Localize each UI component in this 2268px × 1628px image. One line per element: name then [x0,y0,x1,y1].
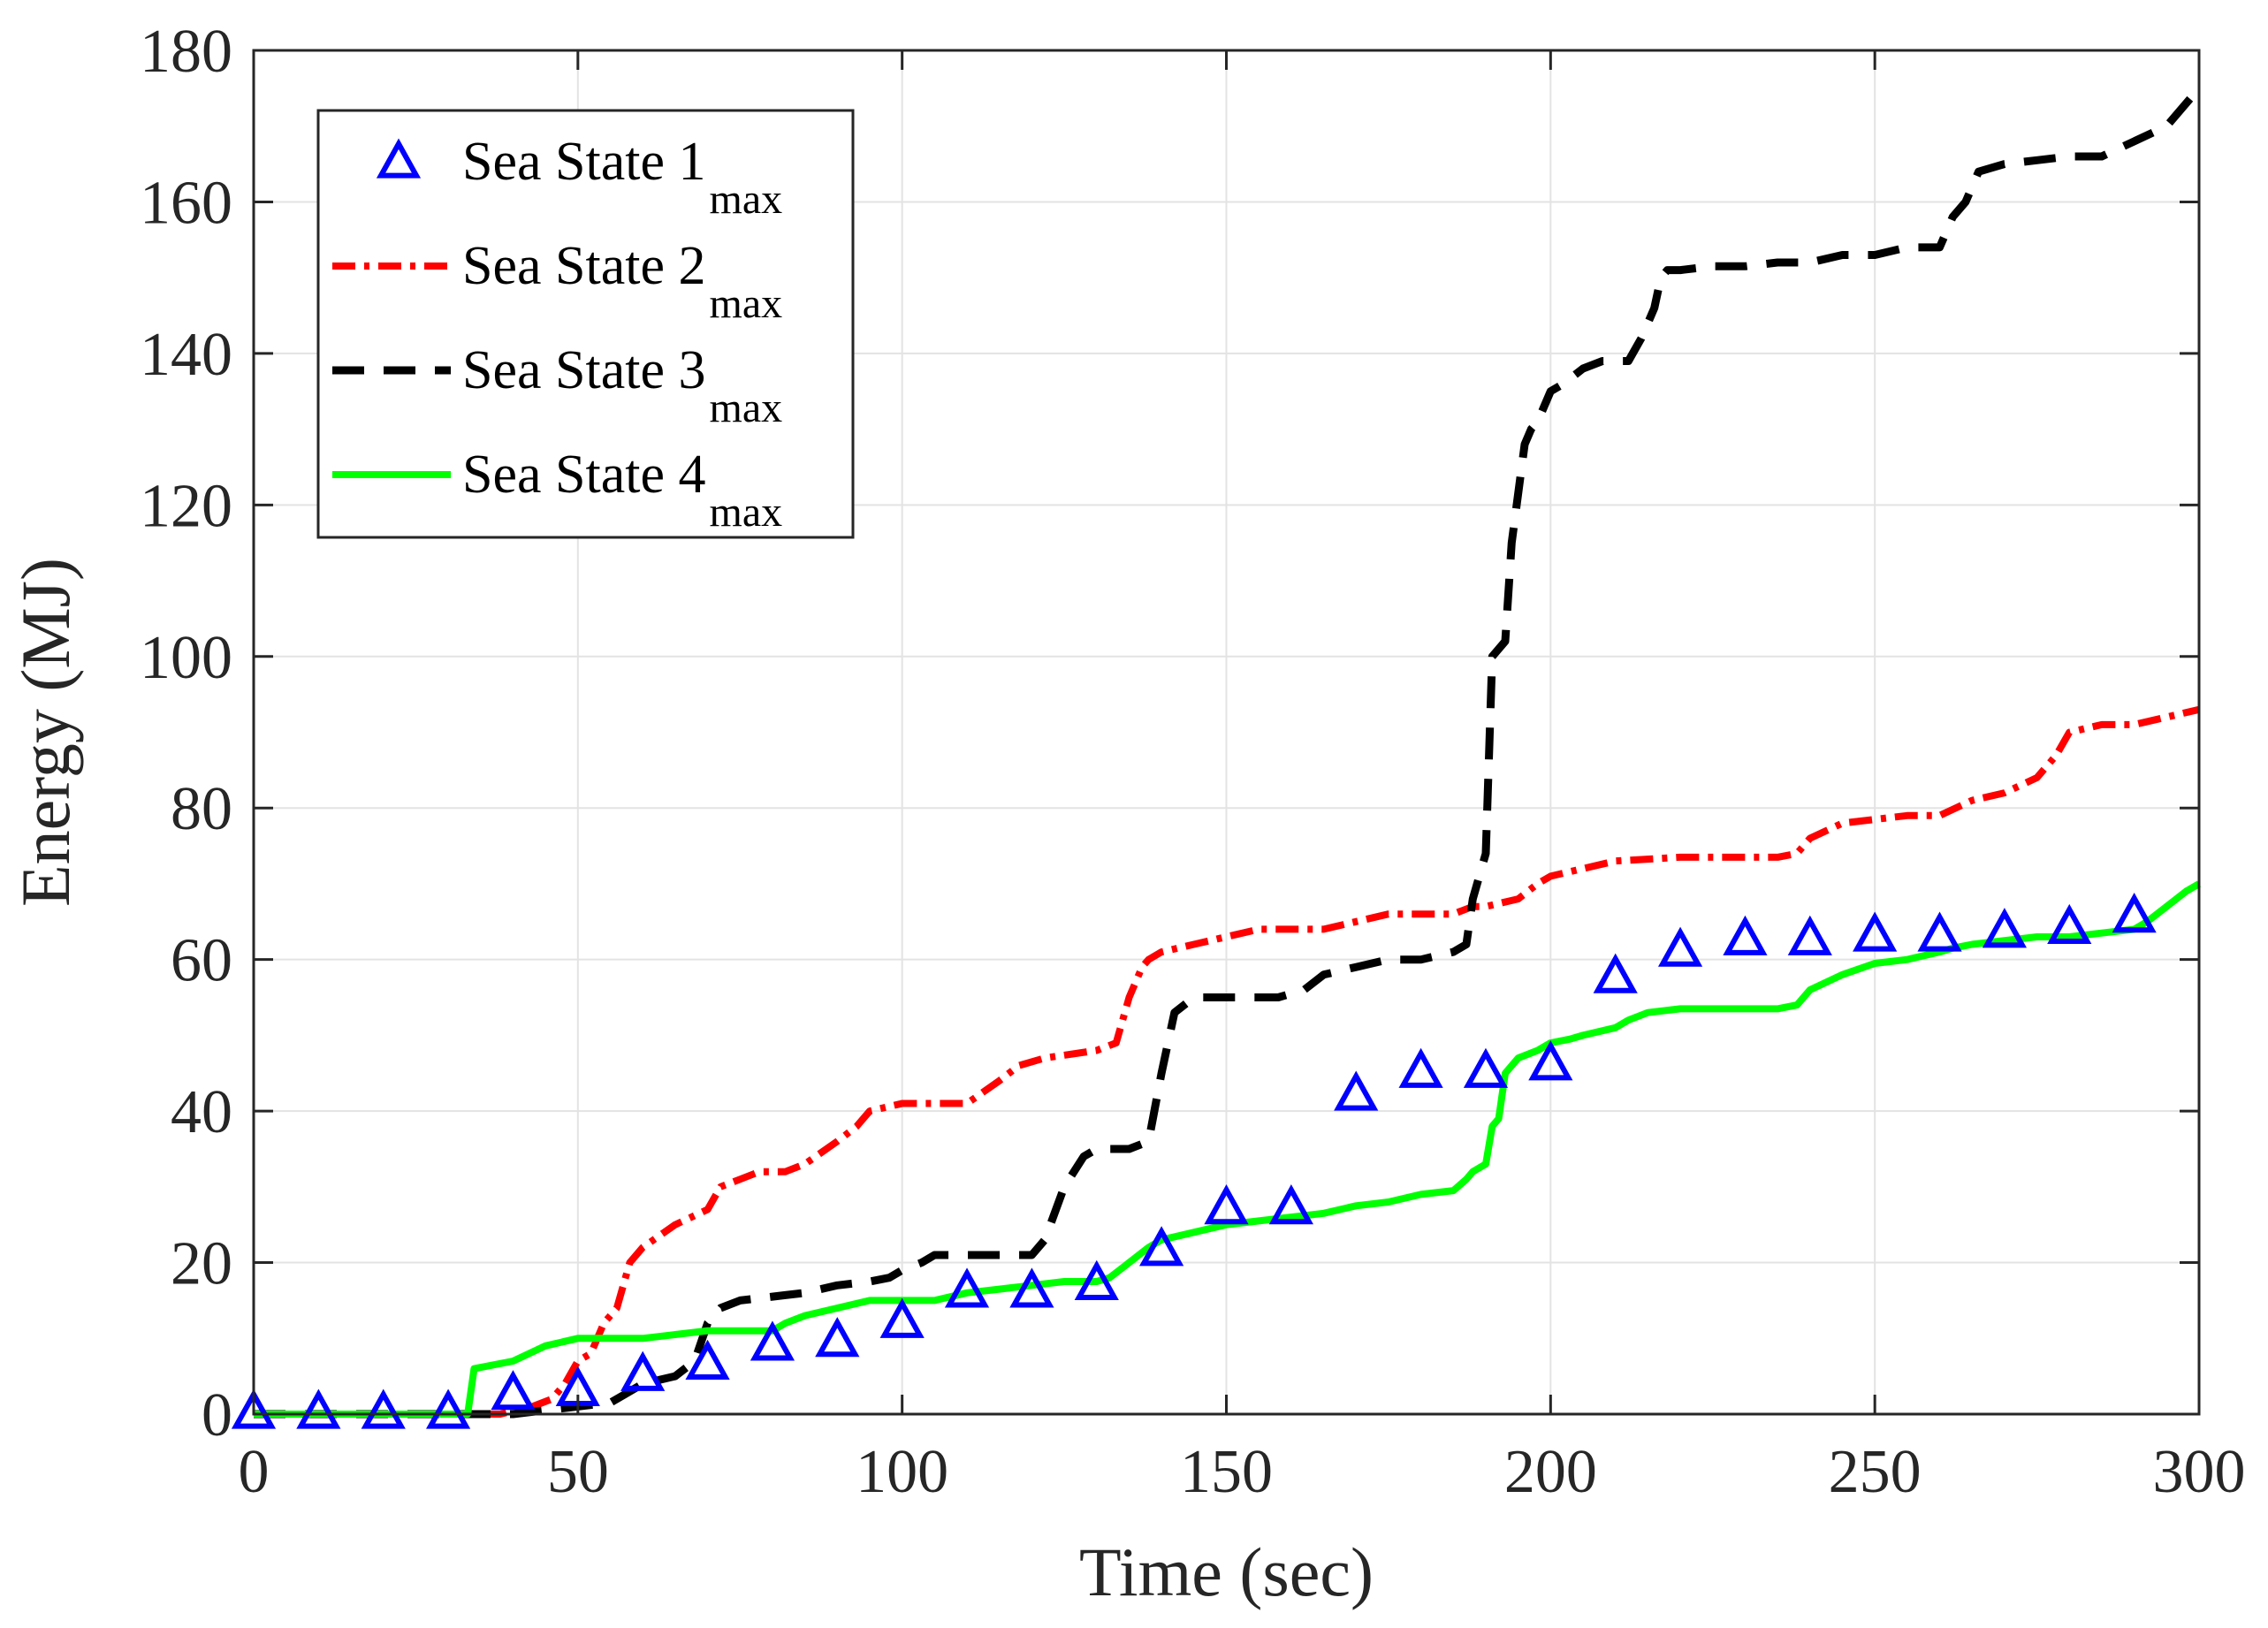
data-point-marker [1463,1047,1509,1088]
y-tick-label: 80 [171,775,232,843]
data-point-marker [231,1388,277,1429]
data-point-marker [1204,1184,1249,1225]
data-point-marker [944,1267,990,1308]
legend-subscript: max [710,384,783,431]
data-point-marker [2047,903,2092,945]
data-point-marker [1398,1047,1443,1088]
x-tick-label: 150 [1180,1438,1273,1506]
data-point-marker [1787,915,1832,955]
x-tick-label: 250 [1829,1438,1922,1506]
y-tick-label: 120 [140,472,232,540]
data-point-marker [361,1388,406,1429]
data-point-marker [426,1388,471,1429]
data-point-marker [815,1317,860,1358]
x-tick-label: 0 [239,1438,270,1506]
data-point-marker [1528,1040,1573,1081]
legend-subscript: max [710,176,783,223]
y-axis-label: Energy (MJ) [7,558,84,907]
data-point-marker [1982,908,2027,948]
data-point-marker [1593,953,1638,993]
axis-ticks [252,49,2201,1416]
data-point-marker [1657,926,1703,967]
legend-box [316,109,855,539]
series-line-sea-state-2 [254,705,2200,1418]
y-tick-label: 180 [140,18,232,86]
data-point-marker [1917,911,1962,952]
y-tick-label: 100 [140,624,232,692]
legend-subscript: max [710,489,783,536]
y-tick-label: 40 [171,1078,232,1146]
data-point-marker [620,1350,666,1391]
series-line-sea-state-3 [254,85,2203,1419]
data-point-marker [1074,1259,1119,1300]
data-point-marker [1334,1070,1379,1111]
data-point-marker [750,1320,795,1361]
tick-labels: 0 50 100 150 200 250 300 0 20 40 60 80 100 120 140 160 1… [140,18,2246,1506]
data-point-marker [1723,915,1768,955]
y-tick-label: 140 [140,321,232,389]
data-point-marker [296,1388,341,1429]
data-point-marker [491,1370,536,1411]
x-tick-label: 200 [1504,1438,1597,1506]
x-tick-label: 50 [547,1438,609,1506]
y-tick-label: 20 [171,1230,232,1298]
series-layer [231,85,2203,1429]
y-tick-label: 160 [140,169,232,237]
y-tick-label: 60 [171,927,232,995]
data-point-marker [1139,1226,1184,1267]
x-tick-label: 100 [856,1438,948,1506]
series-sea-state-1-markers [231,893,2157,1429]
legend-marker [376,138,422,179]
data-point-marker [685,1339,730,1380]
y-tick-label: 0 [202,1381,232,1449]
data-point-marker [1268,1184,1313,1225]
x-axis-label: Time (sec) [1079,1533,1374,1610]
data-point-marker [879,1297,925,1338]
legend-subscript: max [710,280,783,327]
x-tick-label: 300 [2153,1438,2246,1506]
data-point-marker [1853,911,1898,952]
data-point-marker [2112,893,2157,933]
data-point-marker [1009,1267,1054,1308]
